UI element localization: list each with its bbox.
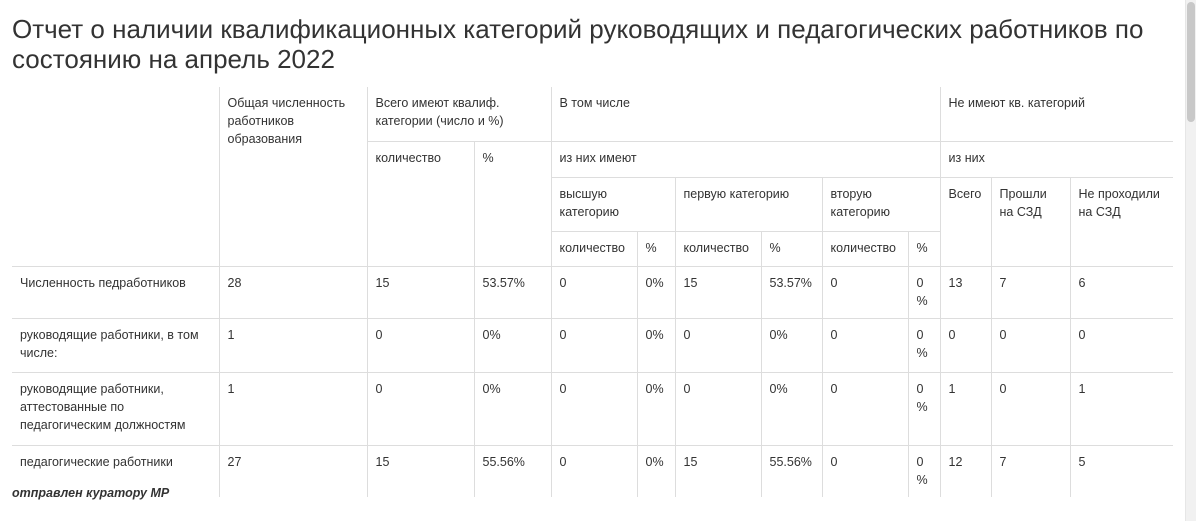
table-row: руководящие работники, аттестованные по … (12, 371, 1174, 445)
header-no-category: Не имеют кв. категорий (939, 87, 1174, 141)
cell-none-all: 13 (939, 265, 992, 318)
header-none-all: Всего (939, 176, 992, 266)
cell-none-all: 12 (939, 444, 992, 497)
cell-none-all: 0 (939, 317, 992, 372)
cell-first-qty: 0 (674, 371, 761, 445)
header-row-3: высшую категорию первую категорию вторую… (12, 176, 1174, 266)
cell-first-pct: 55.56% (760, 444, 822, 497)
cell-second-qty: 0 (821, 371, 908, 445)
cell-highest-pct: 0% (636, 265, 675, 318)
cell-second-pct: 0% (907, 371, 941, 445)
header-first-qty: количество (674, 230, 761, 266)
cell-highest-pct: 0% (636, 444, 675, 497)
header-highest-category: высшую категорию (550, 176, 675, 231)
cell-second-pct: 0% (907, 444, 941, 497)
qualification-report-table: Общая численность работников образования… (12, 87, 1174, 497)
scrollbar-thumb[interactable] (1187, 2, 1195, 122)
cell-total: 27 (218, 444, 367, 497)
header-empty-cell (12, 87, 219, 266)
header-row-2: количество % из них имеют из них (12, 140, 1174, 266)
cell-none-passed: 7 (990, 444, 1071, 497)
cell-none-all: 1 (939, 371, 992, 445)
page-title: Отчет о наличии квалификационных категор… (12, 14, 1144, 74)
header-have-category: Всего имеют квалиф. категории (число и %… (366, 87, 551, 141)
cell-have-pct: 53.57% (473, 265, 551, 318)
header-of-them-have: из них имеют (550, 140, 941, 177)
header-have-qty: количество (366, 140, 474, 266)
cell-have-qty: 15 (366, 444, 474, 497)
cell-first-pct: 53.57% (760, 265, 822, 318)
header-second-category: вторую категорию (821, 176, 941, 231)
cell-total: 1 (218, 317, 367, 372)
cell-second-qty: 0 (821, 444, 908, 497)
header-have-pct: % (473, 140, 551, 266)
header-including: В том числе (550, 87, 941, 141)
header-first-pct: % (760, 230, 822, 266)
header-none-not-passed: Не проходили на СЗД (1069, 176, 1174, 266)
cell-first-qty: 0 (674, 317, 761, 372)
cell-none-not-passed: 0 (1069, 317, 1174, 372)
cell-highest-pct: 0% (636, 371, 675, 445)
header-highest-pct: % (636, 230, 675, 266)
header-none-passed: Прошли на СЗД (990, 176, 1071, 266)
header-total: Общая численность работников образования (218, 87, 367, 266)
cell-total: 28 (218, 265, 367, 318)
cell-total: 1 (218, 371, 367, 445)
cell-second-pct: 0% (907, 317, 941, 372)
cell-have-pct: 0% (473, 371, 551, 445)
cell-have-pct: 0% (473, 317, 551, 372)
cell-highest-pct: 0% (636, 317, 675, 372)
cell-highest-qty: 0 (550, 371, 637, 445)
cell-second-pct: 0% (907, 265, 941, 318)
row-label: Численность педработников (12, 265, 219, 318)
cell-none-passed: 0 (990, 317, 1071, 372)
table-row: педагогические работники 27 15 55.56% 0 … (12, 444, 1174, 497)
row-label: педагогические работники (12, 444, 219, 497)
cell-have-pct: 55.56% (473, 444, 551, 497)
cell-highest-qty: 0 (550, 265, 637, 318)
header-second-pct: % (907, 230, 941, 266)
header-highest-qty: количество (550, 230, 637, 266)
cell-none-passed: 0 (990, 371, 1071, 445)
cell-none-passed: 7 (990, 265, 1071, 318)
cell-none-not-passed: 6 (1069, 265, 1174, 318)
cell-first-qty: 15 (674, 265, 761, 318)
header-first-category: первую категорию (674, 176, 822, 231)
page-scrollbar[interactable] (1185, 0, 1196, 521)
row-label: руководящие работники, аттестованные по … (12, 371, 219, 445)
cell-have-qty: 0 (366, 371, 474, 445)
header-row-1: Общая численность работников образования… (12, 87, 1174, 266)
cell-highest-qty: 0 (550, 317, 637, 372)
cell-first-pct: 0% (760, 317, 822, 372)
cell-none-not-passed: 5 (1069, 444, 1174, 497)
cell-have-qty: 15 (366, 265, 474, 318)
header-row-4: количество % количество % количество % (12, 230, 1173, 266)
cell-first-qty: 15 (674, 444, 761, 497)
cell-second-qty: 0 (821, 317, 908, 372)
sent-to-curator-note: отправлен куратору МР (12, 486, 170, 500)
cell-highest-qty: 0 (550, 444, 637, 497)
header-of-them: из них (939, 140, 1174, 177)
cell-first-pct: 0% (760, 371, 822, 445)
table-row: руководящие работники, в том числе: 1 0 … (12, 317, 1174, 372)
cell-have-qty: 0 (366, 317, 474, 372)
table-row: Численность педработников 28 15 53.57% 0… (12, 265, 1174, 318)
row-label: руководящие работники, в том числе: (12, 317, 219, 372)
cell-second-qty: 0 (821, 265, 908, 318)
cell-none-not-passed: 1 (1069, 371, 1174, 445)
header-second-qty: количество (821, 230, 908, 266)
